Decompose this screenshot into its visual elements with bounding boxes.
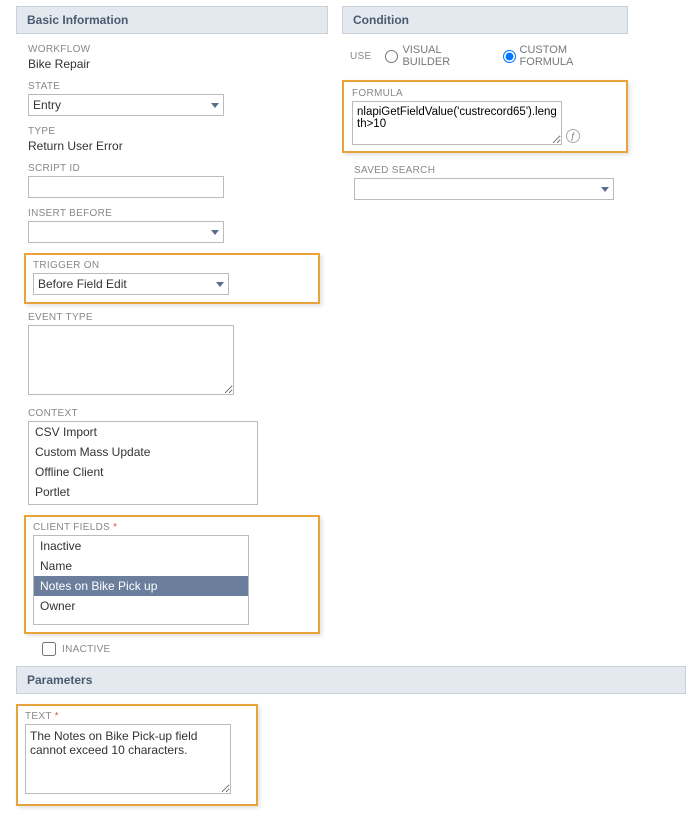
savedsearch-select[interactable]: [354, 178, 614, 200]
savedsearch-label: SAVED SEARCH: [354, 165, 620, 176]
chevron-down-icon: [211, 103, 219, 108]
visual-builder-label: VISUAL BUILDER: [402, 44, 488, 68]
basic-info-header: Basic Information: [16, 6, 328, 34]
list-item[interactable]: Owner: [34, 596, 248, 616]
inactive-label: INACTIVE: [62, 644, 111, 655]
eventtype-input[interactable]: [28, 325, 234, 395]
trigger-label: TRIGGER ON: [33, 260, 311, 271]
eventtype-label: EVENT TYPE: [28, 312, 316, 323]
clientfields-label: CLIENT FIELDS: [33, 522, 311, 533]
type-value: Return User Error: [28, 139, 316, 153]
type-field: TYPE Return User Error: [28, 126, 316, 153]
text-input[interactable]: [25, 724, 231, 794]
inactive-field: INACTIVE: [42, 642, 314, 656]
chevron-down-icon: [216, 282, 224, 287]
chevron-down-icon: [211, 230, 219, 235]
inactive-checkbox[interactable]: [42, 642, 56, 656]
clientfields-field: CLIENT FIELDS Inactive Name Notes on Bik…: [33, 522, 311, 625]
state-value: Entry: [33, 98, 61, 112]
text-highlight: TEXT: [16, 704, 258, 806]
state-field: STATE Entry: [28, 81, 316, 116]
list-item[interactable]: CSV Import: [29, 422, 257, 442]
workflow-value: Bike Repair: [28, 57, 316, 71]
eventtype-field: EVENT TYPE: [28, 312, 316, 398]
formula-helper-icon[interactable]: ƒ: [566, 129, 580, 143]
list-item[interactable]: Offline Client: [29, 462, 257, 482]
text-field: TEXT: [25, 711, 249, 797]
scriptid-label: SCRIPT ID: [28, 163, 316, 174]
trigger-field: TRIGGER ON Before Field Edit: [33, 260, 311, 295]
visual-builder-radio[interactable]: VISUAL BUILDER: [385, 44, 488, 68]
formula-highlight: FORMULA ƒ: [342, 80, 628, 153]
custom-formula-radio[interactable]: CUSTOM FORMULA: [503, 44, 620, 68]
state-label: STATE: [28, 81, 316, 92]
use-label: USE: [350, 51, 371, 62]
trigger-select[interactable]: Before Field Edit: [33, 273, 229, 295]
text-label: TEXT: [25, 711, 249, 722]
visual-builder-radio-input[interactable]: [385, 50, 398, 63]
trigger-value: Before Field Edit: [38, 277, 127, 291]
clientfields-highlight: CLIENT FIELDS Inactive Name Notes on Bik…: [24, 515, 320, 634]
type-label: TYPE: [28, 126, 316, 137]
context-label: CONTEXT: [28, 408, 316, 419]
context-listbox[interactable]: CSV Import Custom Mass Update Offline Cl…: [28, 421, 258, 505]
scriptid-field: SCRIPT ID: [28, 163, 316, 198]
parameters-header: Parameters: [16, 666, 686, 694]
list-item[interactable]: Notes on Bike Pick up: [34, 576, 248, 596]
list-item[interactable]: Custom Mass Update: [29, 442, 257, 462]
context-field: CONTEXT CSV Import Custom Mass Update Of…: [28, 408, 316, 505]
formula-field: FORMULA ƒ: [352, 88, 618, 145]
custom-formula-radio-input[interactable]: [503, 50, 516, 63]
savedsearch-field: SAVED SEARCH: [354, 165, 620, 200]
workflow-field: WORKFLOW Bike Repair: [28, 44, 316, 71]
insertbefore-label: INSERT BEFORE: [28, 208, 316, 219]
list-item[interactable]: Inactive: [34, 536, 248, 556]
state-select[interactable]: Entry: [28, 94, 224, 116]
list-item[interactable]: Name: [34, 556, 248, 576]
condition-header: Condition: [342, 6, 628, 34]
condition-use-row: USE VISUAL BUILDER CUSTOM FORMULA: [350, 44, 620, 68]
trigger-highlight: TRIGGER ON Before Field Edit: [24, 253, 320, 304]
custom-formula-label: CUSTOM FORMULA: [520, 44, 620, 68]
clientfields-listbox[interactable]: Inactive Name Notes on Bike Pick up Owne…: [33, 535, 249, 625]
insertbefore-field: INSERT BEFORE: [28, 208, 316, 243]
formula-label: FORMULA: [352, 88, 618, 99]
workflow-label: WORKFLOW: [28, 44, 316, 55]
insertbefore-select[interactable]: [28, 221, 224, 243]
scriptid-input[interactable]: [28, 176, 224, 198]
chevron-down-icon: [601, 187, 609, 192]
list-item[interactable]: Portlet: [29, 482, 257, 502]
formula-input[interactable]: [352, 101, 562, 145]
